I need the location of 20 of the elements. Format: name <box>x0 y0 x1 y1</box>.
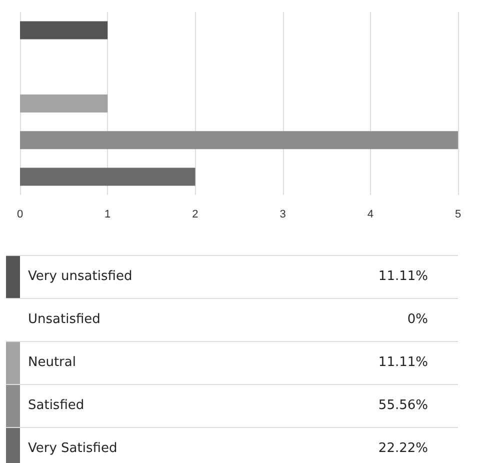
category-label: Very Satisfied <box>28 441 118 456</box>
text: 0% <box>407 312 428 327</box>
text: 55.56% <box>378 398 428 413</box>
category-label: Neutral <box>28 355 76 370</box>
bar <box>20 94 108 112</box>
bar <box>20 168 196 186</box>
x-tick-label: 5 <box>454 208 462 220</box>
bar <box>20 21 108 40</box>
category-label: Unsatisfied <box>28 312 100 327</box>
x-tick-label: 0 <box>16 208 24 220</box>
category-label: Satisfied <box>28 398 84 413</box>
x-tick-label: 2 <box>192 208 198 220</box>
x-tick-label: 1 <box>104 208 111 220</box>
x-tick-label: 4 <box>367 208 374 220</box>
text: 11.11% <box>378 355 428 370</box>
bar <box>20 131 458 150</box>
text: 22.22% <box>378 441 428 456</box>
x-tick-label: 3 <box>280 208 286 220</box>
category-label: Very unsatisfied <box>28 269 132 284</box>
text: 11.11% <box>378 269 428 284</box>
